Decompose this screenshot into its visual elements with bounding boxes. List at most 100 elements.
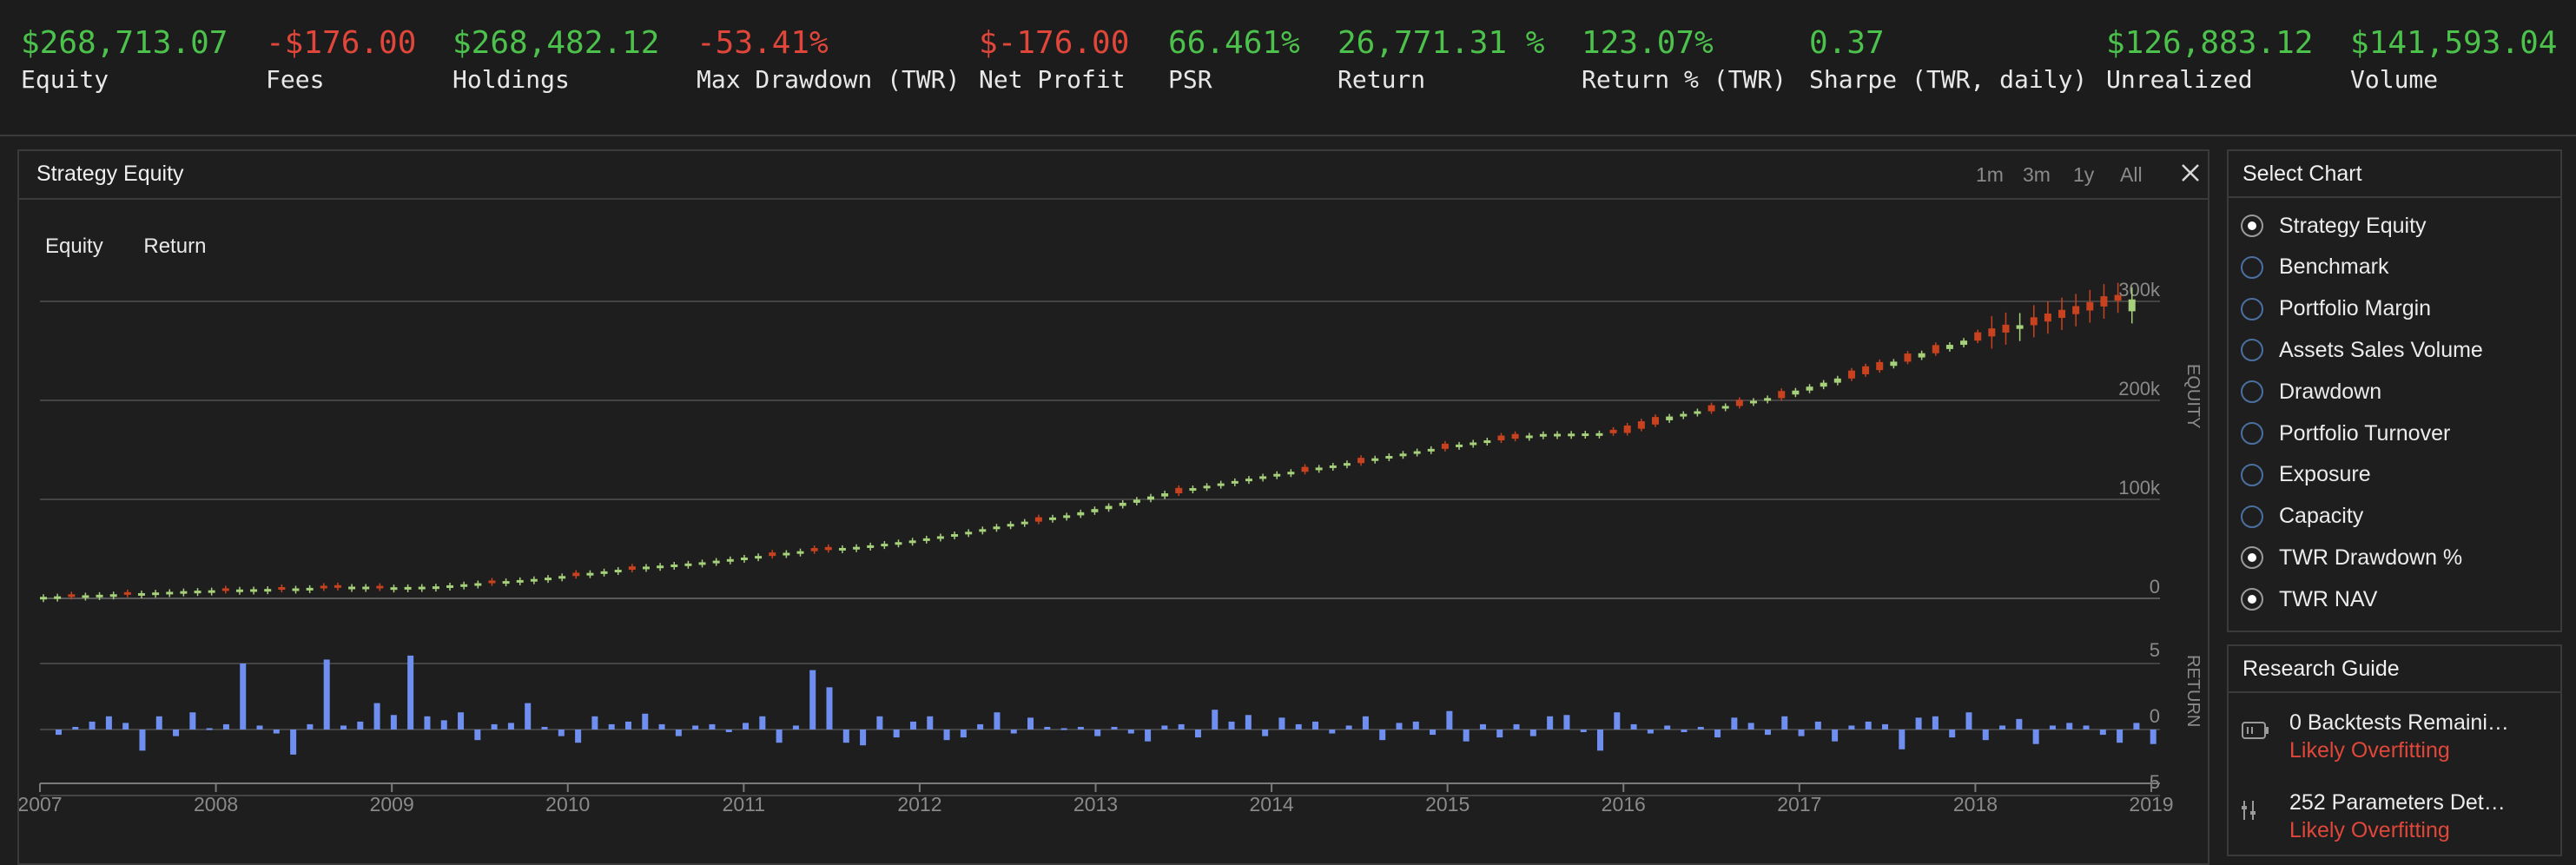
stat-value: -53.41% [697,25,829,61]
equity-candle [1525,435,1533,439]
chart-option-benchmark[interactable]: Benchmark [2241,250,2388,285]
radio-icon[interactable] [2241,215,2263,237]
return-bar [273,730,280,734]
return-bar [1396,723,1403,730]
equity-candle [1063,515,1071,518]
equity-candle [1806,386,1813,391]
return-bar [725,730,732,733]
equity-candle [166,591,174,595]
guide-item[interactable]: 252 Parameters Det… Likely Overfitting [2241,787,2553,856]
equity-return-chart[interactable]: 300k 200k 100k 0 EQUITY RETURN 5 0 -5 2007 2008 200… [19,151,2208,846]
chart-option-twr-nav[interactable]: TWR NAV [2241,582,2377,617]
equity-candle [726,558,734,562]
equity-candle [1862,366,1870,374]
close-icon[interactable] [2177,160,2203,186]
stat-7: 123.07% Return % (TWR) [1582,24,1787,96]
radio-icon[interactable] [2241,380,2263,404]
return-bar [407,655,414,730]
equity-candle [1483,440,1491,444]
return-bar [1865,721,1872,730]
equity-candle [628,566,636,571]
return-bar [1178,723,1185,730]
equity-tick-label: 100k [2118,477,2161,499]
return-bar [2049,725,2056,730]
equity-candle [1721,406,1729,409]
radio-icon[interactable] [2241,588,2263,611]
return-bar [1463,730,1470,742]
equity-candle [306,587,314,591]
equity-candle [2058,309,2066,318]
equity-candle [1511,433,1519,439]
radio-icon[interactable] [2241,297,2263,320]
chart-option-strategy-equity[interactable]: Strategy Equity [2241,208,2427,243]
tab-return[interactable]: Return [143,234,207,258]
return-tick-label: 5 [2150,639,2160,661]
range-1m-button[interactable]: 1m [1976,163,2004,186]
equity-candle [2072,306,2080,314]
equity-candle [109,594,117,598]
radio-icon[interactable] [2241,546,2263,570]
chart-option-portfolio-turnover[interactable]: Portfolio Turnover [2241,416,2450,451]
equity-candle [194,591,201,594]
stat-value: $126,883.12 [2106,25,2314,61]
strategy-equity-panel: Strategy Equity 1m 3m 1y All Equity Retu… [17,149,2209,865]
guide-item[interactable]: 0 Backtests Remaini… Likely Overfitting [2241,707,2553,776]
equity-candle [908,540,916,544]
return-bar [1647,730,1654,734]
radio-icon[interactable] [2241,505,2263,528]
tab-equity[interactable]: Equity [45,234,103,258]
return-bar [876,716,883,730]
equity-candle [572,572,580,577]
return-bar [206,728,213,730]
radio-icon[interactable] [2241,463,2263,486]
chart-option-assets-sales-volume[interactable]: Assets Sales Volume [2241,333,2483,367]
return-bar [1882,723,1889,730]
equity-candle [2128,299,2136,312]
stat-value: 123.07% [1582,25,1714,61]
equity-candle [1778,391,1786,399]
return-bar [977,723,984,730]
chart-option-label: Benchmark [2279,254,2389,280]
chart-option-twr-drawdown[interactable]: TWR Drawdown % [2241,540,2462,575]
stat-5: 66.461% PSR [1168,24,1300,96]
chart-option-drawdown[interactable]: Drawdown [2241,374,2381,409]
chart-option-exposure[interactable]: Exposure [2241,458,2371,492]
equity-candle [1231,480,1238,484]
equity-candle [1427,448,1435,452]
radio-icon[interactable] [2241,422,2263,445]
range-all-button[interactable]: All [2120,163,2143,186]
equity-candle [418,586,426,590]
equity-candle [278,587,286,591]
equity-candle [1666,416,1674,420]
return-bar [507,723,514,730]
return-bar [1731,717,1738,730]
equity-candle [783,552,790,556]
chart-option-capacity[interactable]: Capacity [2241,499,2363,534]
stat-value: 0.37 [1809,25,1885,61]
equity-candle [432,586,439,590]
range-1y-button[interactable]: 1y [2073,163,2095,186]
equity-candle [1315,467,1323,471]
chart-option-portfolio-margin[interactable]: Portfolio Margin [2241,292,2431,327]
return-bar [860,730,867,746]
return-bar [776,730,783,743]
equity-candle [1890,361,1898,366]
range-3m-button[interactable]: 3m [2023,163,2051,186]
equity-candle [1091,509,1099,512]
equity-candle [502,581,510,584]
equity-candle [740,557,748,560]
equity-candle [1735,399,1743,406]
radio-icon[interactable] [2241,255,2263,279]
equity-candle [867,545,875,548]
equity-candle [1568,433,1575,437]
return-bar [105,716,112,730]
equity-candle [1259,476,1267,479]
radio-icon[interactable] [2241,339,2263,362]
research-guide-title: Research Guide [2242,657,2400,681]
x-tick-label: 2019 [2129,793,2173,815]
equity-candle [838,547,846,551]
equity-candle [657,565,664,569]
return-bar [842,730,849,743]
equity-candle [1203,485,1211,489]
return-bar [424,716,431,730]
